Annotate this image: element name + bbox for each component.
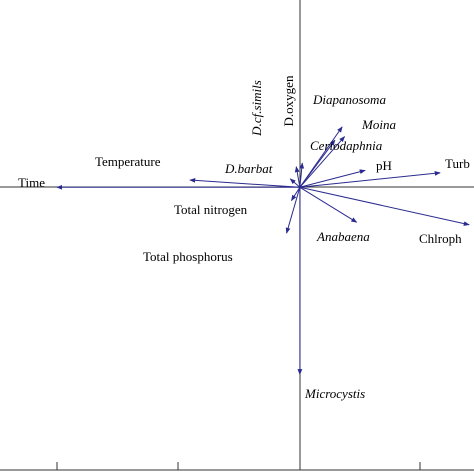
vector-arrow xyxy=(294,166,301,188)
vector-label: Anabaena xyxy=(316,229,370,244)
vector-label: Chlroph xyxy=(419,231,462,246)
vector-label: pH xyxy=(376,158,392,173)
vector-arrow xyxy=(299,139,336,188)
vector-arrow xyxy=(289,178,301,188)
vector-label: Total phosphorus xyxy=(143,249,233,264)
vector-label: Diapanosoma xyxy=(312,92,386,107)
vector-label: Moina xyxy=(361,117,396,132)
vector-arrow xyxy=(299,170,441,188)
vector-label: Ceriodaphnia xyxy=(310,138,383,153)
vector-arrow xyxy=(290,187,301,202)
vector-label: D.barbat xyxy=(224,161,273,176)
vector-arrow xyxy=(285,187,301,234)
vector-arrow xyxy=(299,136,346,188)
vector-label: D.oxygen xyxy=(281,75,296,126)
vector-label: Temperature xyxy=(95,154,161,169)
vector-label: Total nitrogen xyxy=(174,202,248,217)
vector-label: Time xyxy=(18,175,45,190)
vector-arrow xyxy=(299,186,358,223)
vector-arrow xyxy=(189,177,300,188)
vector-label: Turb xyxy=(445,156,470,171)
vector-arrow xyxy=(299,169,366,188)
vector-label: D.cf.simils xyxy=(249,80,264,137)
vector-label: Microcystis xyxy=(304,386,365,401)
vector-arrow xyxy=(299,186,470,226)
vector-arrow xyxy=(299,162,305,188)
